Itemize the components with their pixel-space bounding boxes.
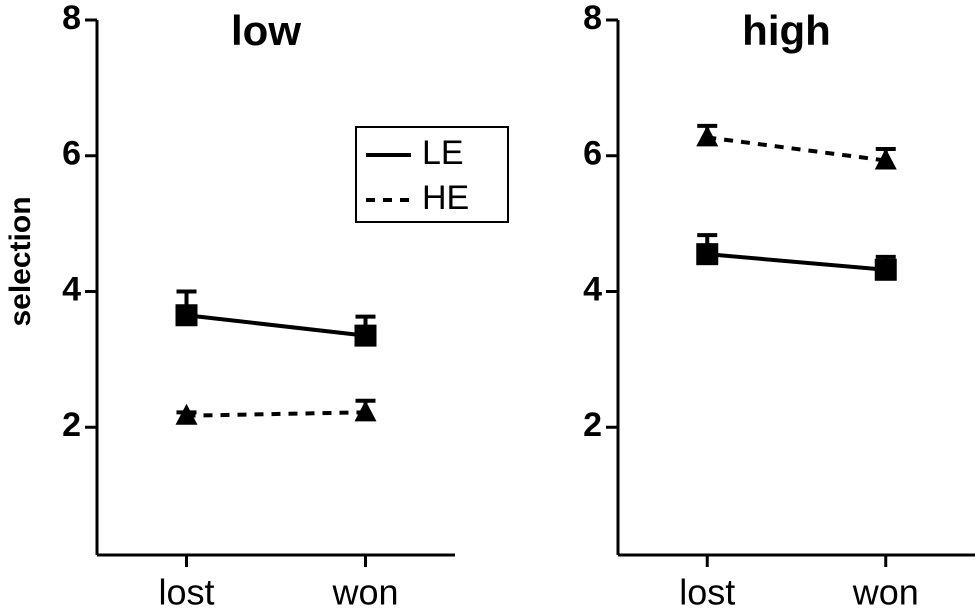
y-tick-label: 2 bbox=[583, 406, 602, 444]
legend-label: LE bbox=[422, 134, 464, 172]
marker bbox=[874, 258, 897, 281]
legend-box bbox=[355, 126, 509, 223]
y-tick-label: 6 bbox=[583, 135, 602, 173]
chart-title: high bbox=[742, 7, 831, 54]
chart-title: low bbox=[231, 7, 301, 54]
marker bbox=[696, 243, 719, 266]
y-tick-label: 4 bbox=[62, 270, 81, 308]
series-line bbox=[186, 313, 366, 338]
y-tick-label: 2 bbox=[62, 406, 81, 444]
y-tick-label: 8 bbox=[583, 0, 602, 37]
marker bbox=[874, 148, 897, 170]
series-line bbox=[186, 410, 366, 418]
y-tick-label: 8 bbox=[62, 0, 81, 37]
series-line bbox=[706, 135, 887, 163]
marker bbox=[175, 304, 198, 327]
marker bbox=[354, 324, 377, 347]
x-tick-label: lost bbox=[158, 572, 214, 613]
marker bbox=[175, 403, 198, 425]
y-tick-label: 4 bbox=[583, 270, 602, 308]
x-tick-label: lost bbox=[679, 572, 735, 613]
series-line bbox=[707, 252, 886, 272]
x-tick-label: won bbox=[331, 572, 398, 613]
y-axis-label: selection bbox=[4, 196, 37, 326]
y-tick-label: 6 bbox=[62, 135, 81, 173]
x-tick-label: won bbox=[852, 572, 919, 613]
marker bbox=[354, 400, 377, 422]
legend-label: HE bbox=[422, 179, 469, 217]
marker bbox=[696, 125, 719, 147]
